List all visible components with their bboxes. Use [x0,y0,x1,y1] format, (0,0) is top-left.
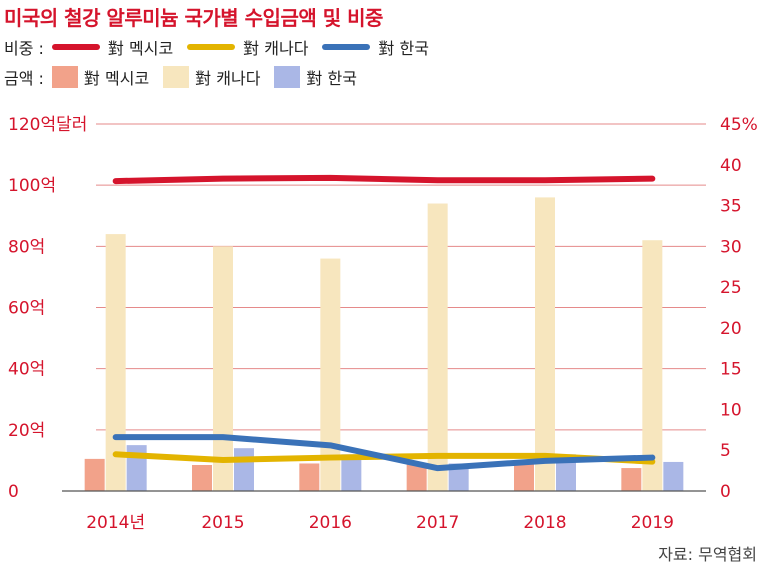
legend-amount-label: 금액 : [4,69,44,88]
left-axis-tick-label: 0 [8,482,19,502]
bar-korea [556,454,576,491]
bar-canada [642,240,663,491]
x-axis-category-label: 2018 [523,513,566,533]
left-axis-tick-label: 100억 [8,176,56,196]
legend-share-label: 비중 : [4,39,44,58]
legend-item-korea-line: 對 한국 [322,35,429,59]
legend-amount-row: 금액 : 對 멕시코 對 캐나다 對 한국 [4,64,371,90]
bar-mexico [406,463,427,491]
x-axis-category-label: 2014년 [86,513,145,533]
bar-mexico [514,461,534,491]
left-axis-tick-label: 40억 [8,360,45,380]
legend-swatch-canada-line [187,44,236,50]
bar-canada [535,197,555,491]
legend-name-canada-line: 對 캐나다 [243,39,309,58]
legend-item-canada-bar: 對 캐나다 [163,65,260,89]
right-axis-tick-label: 0 [720,482,731,502]
left-axis-tick-label: 20억 [8,421,45,441]
right-axis-tick-label: 15 [720,360,742,380]
bar-mexico [84,458,105,491]
legend-item-korea-bar: 對 한국 [274,65,357,89]
legend-item-mexico-bar: 對 멕시코 [51,65,150,89]
right-axis-tick-label: 5 [720,441,731,461]
legend-item-mexico-line: 對 멕시코 [51,35,174,59]
right-axis-tick-label: 10 [720,400,742,420]
x-axis-category-label: 2019 [631,513,674,533]
legend-swatch-mexico-bar [51,66,78,88]
bar-canada [213,246,233,491]
bar-mexico [299,463,320,491]
bar-korea [663,461,684,491]
bar-canada [427,203,448,491]
legend-name-korea-bar: 對 한국 [306,69,357,88]
right-axis-tick-label: 45% [720,115,758,135]
right-axis-tick-label: 25 [720,278,742,298]
bar-canada [105,234,126,491]
x-axis-category-label: 2015 [201,513,244,533]
bar-mexico [621,468,642,491]
legend-swatch-canada-bar [163,66,190,88]
right-axis-tick-label: 35 [720,197,742,217]
legend-share-row: 비중 : 對 멕시코 對 캐나다 對 한국 [4,34,443,60]
bar-korea [126,445,147,491]
x-axis-category-label: 2017 [416,513,459,533]
bar-korea [341,454,362,491]
legend-name-mexico-bar: 對 멕시코 [83,69,150,88]
legend-name-korea-line: 對 한국 [378,39,429,58]
bar-mexico [192,465,212,491]
bar-korea [234,448,254,491]
x-axis-category-label: 2016 [309,513,352,533]
legend-swatch-mexico-line [51,44,100,50]
legend-swatch-korea-bar [274,66,301,88]
left-axis-tick-label: 120억달러 [8,115,87,135]
right-axis-tick-label: 30 [720,237,742,257]
left-axis-tick-label: 60억 [8,299,45,319]
line-mexico [112,174,656,185]
bar-korea [448,463,469,491]
line-korea [112,434,656,472]
legend-item-canada-line: 對 캐나다 [187,35,308,59]
right-axis-tick-label: 40 [720,156,742,176]
legend-name-mexico-line: 對 멕시코 [107,39,174,58]
right-axis-tick-label: 20 [720,319,742,339]
source-note: 자료: 무역협회 [658,545,757,564]
left-axis-tick-label: 80억 [8,237,45,257]
bar-canada [320,258,341,491]
legend-swatch-korea-line [322,44,371,50]
chart-title: 미국의 철강 알루미늄 국가별 수입금액 및 비중 [4,6,383,30]
legend-name-canada-bar: 對 캐나다 [195,69,261,88]
